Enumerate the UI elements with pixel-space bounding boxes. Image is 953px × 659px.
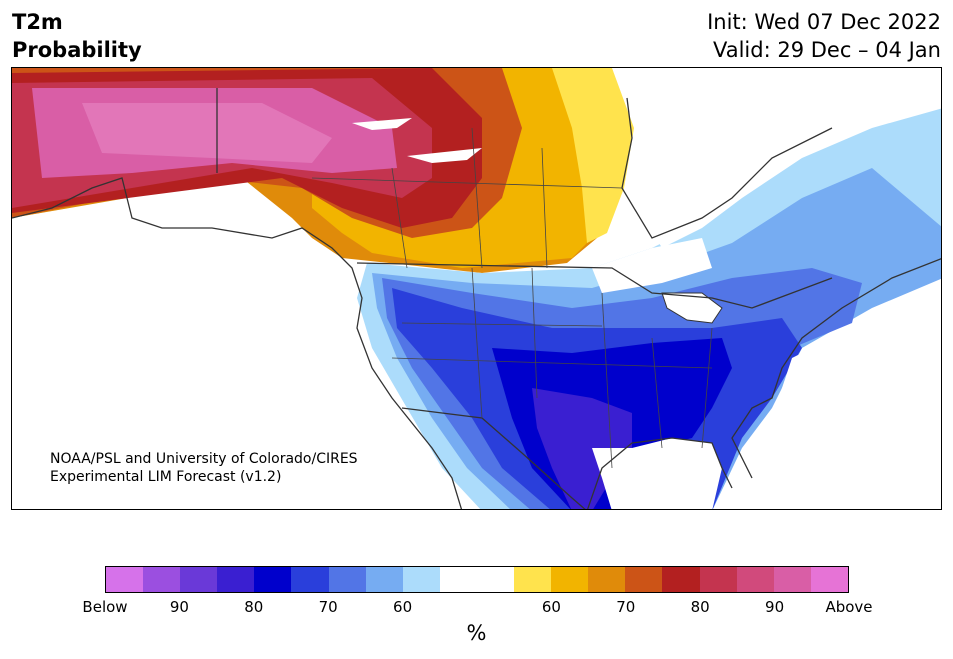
west-coastline	[12, 177, 463, 509]
colorbar-tick-label: 80	[690, 598, 710, 616]
east-coastline	[731, 258, 941, 479]
colorbar-segment	[662, 567, 700, 592]
lake-athabasca	[407, 148, 482, 163]
colorbar-segment	[810, 567, 848, 592]
colorbar-ticks: Below 90 80 70 60 60 70 80 90 Above	[82, 598, 872, 618]
great-slave-lake	[352, 118, 412, 130]
colorbar-segment	[180, 567, 218, 592]
map-canvas	[12, 68, 941, 509]
credit-line-1: NOAA/PSL and University of Colorado/CIRE…	[50, 451, 358, 467]
state-lines	[311, 127, 713, 469]
colorbar-tick-label: 60	[393, 598, 413, 616]
colorbar-segment	[328, 567, 366, 592]
great-lakes	[661, 292, 723, 324]
valid-date: Valid: 29 Dec – 04 Jan	[712, 38, 941, 62]
midwest-white-region	[592, 238, 712, 293]
colorbar-unit: %	[466, 621, 487, 645]
colorbar-segment	[439, 567, 477, 592]
colorbar-tick-label: 90	[169, 598, 189, 616]
colorbar-segment	[736, 567, 774, 592]
colorbar-segment	[551, 567, 589, 592]
boundaries	[12, 88, 941, 509]
init-date: Init: Wed 07 Dec 2022	[707, 10, 941, 34]
colorbar-segment	[254, 567, 292, 592]
pacific-ocean	[12, 208, 452, 509]
colorbar-tick-label: 70	[318, 598, 338, 616]
credit-line-2: Experimental LIM Forecast (v1.2)	[50, 469, 282, 485]
colorbar-tick-label: 70	[616, 598, 636, 616]
colorbar-segment	[773, 567, 811, 592]
hudson-bay-region	[612, 68, 941, 248]
hudson-bay-coastline	[621, 97, 833, 239]
atlantic-ocean	[732, 298, 941, 509]
colorbar-segment	[143, 567, 181, 592]
colorbar-segment	[625, 567, 663, 592]
credit-text: NOAA/PSL and University of Colorado/CIRE…	[50, 450, 358, 486]
colorbar	[105, 566, 849, 593]
colorbar-segment	[588, 567, 626, 592]
colorbar-segment	[514, 567, 552, 592]
colorbar-tick-label: Below	[82, 598, 128, 616]
title-line-1: T2m	[12, 10, 63, 34]
colorbar-tick-label: 90	[765, 598, 785, 616]
colorbar-segment	[365, 567, 403, 592]
date-info: Init: Wed 07 Dec 2022 Valid: 29 Dec – 04…	[707, 8, 941, 64]
colorbar-segment	[476, 567, 515, 592]
colorbar-tick-label: 80	[244, 598, 264, 616]
plot-title: T2m Probability	[12, 8, 142, 64]
forecast-map: NOAA/PSL and University of Colorado/CIRE…	[11, 67, 942, 510]
colorbar-tick-label: 60	[541, 598, 561, 616]
colorbar-segment	[402, 567, 440, 592]
colorbar-segment	[291, 567, 329, 592]
gulf-coastline	[587, 437, 733, 509]
warm-60-light-region	[552, 68, 634, 243]
colorbar-tick-label: Above	[825, 598, 873, 616]
us-canada-border	[356, 262, 833, 309]
colorbar-segment	[217, 567, 255, 592]
gulf-of-mexico	[592, 438, 722, 509]
colorbar-segment	[699, 567, 737, 592]
title-line-2: Probability	[12, 38, 142, 62]
warm-95-region	[82, 103, 332, 163]
us-mexico-border	[401, 407, 586, 509]
colorbar-segment	[106, 567, 144, 592]
